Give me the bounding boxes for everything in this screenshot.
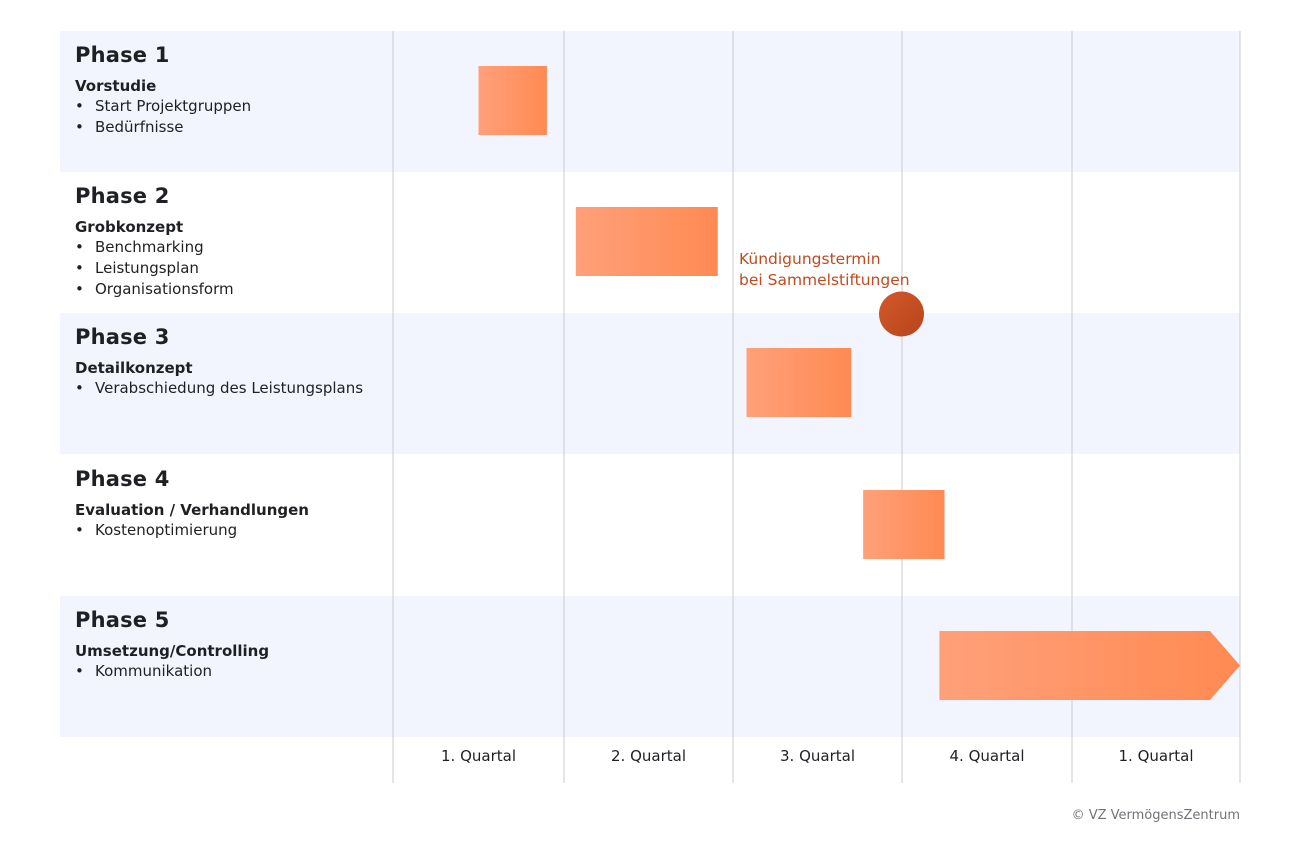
milestone-label-line1: Kündigungstermin xyxy=(739,250,881,268)
phase-subtitle: Evaluation / Verhandlungen xyxy=(75,501,309,519)
bar-phase-1 xyxy=(478,66,547,135)
bar-phase-4 xyxy=(863,490,945,559)
phase-bullet-list: Start ProjektgruppenBedürfnisse xyxy=(75,96,385,138)
phase-bullet-item: Start Projektgruppen xyxy=(75,96,385,117)
phase-bullet-list: BenchmarkingLeistungsplanOrganisationsfo… xyxy=(75,237,385,300)
phase-bullet-item: Organisationsform xyxy=(75,279,385,300)
phase-subtitle: Detailkonzept xyxy=(75,359,193,377)
phase-title: Phase 3 xyxy=(75,325,170,349)
phase-title: Phase 2 xyxy=(75,184,170,208)
phase-bullet-item: Benchmarking xyxy=(75,237,385,258)
quarter-label-4: 4. Quartal xyxy=(949,747,1025,765)
quarter-label-3: 3. Quartal xyxy=(780,747,855,765)
copyright: © VZ VermögensZentrum xyxy=(1071,808,1240,823)
phase-bullet-item: Kostenoptimierung xyxy=(75,520,385,541)
phase-bullet-item: Kommunikation xyxy=(75,661,385,682)
phase-bullet-item: Bedürfnisse xyxy=(75,117,385,138)
phase-bullet-list: Kostenoptimierung xyxy=(75,520,385,541)
milestone-label-line2: bei Sammelstiftungen xyxy=(739,271,910,289)
milestone-label: Kündigungstermin bei Sammelstiftungen xyxy=(739,249,910,291)
phase-5-text: Phase 5 Umsetzung/ControllingKommunikatio… xyxy=(75,607,385,682)
phase-subtitle: Grobkonzept xyxy=(75,218,184,236)
bar-phase-3 xyxy=(746,348,852,417)
phase-3-text: Phase 3 DetailkonzeptVerabschiedung des L… xyxy=(75,324,385,399)
phase-title: Phase 4 xyxy=(75,467,170,491)
quarter-label-1: 1. Quartal xyxy=(441,747,516,765)
phase-bullet-list: Kommunikation xyxy=(75,661,385,682)
phase-bullet-item: Leistungsplan xyxy=(75,258,385,279)
phase-title: Phase 5 xyxy=(75,608,170,632)
phase-2-text: Phase 2 GrobkonzeptBenchmarkingLeistungsp… xyxy=(75,183,385,300)
quarter-label-5: 1. Quartal xyxy=(1118,747,1194,765)
milestone-marker xyxy=(879,291,924,337)
phase-title: Phase 1 xyxy=(75,43,170,67)
quarter-label-2: 2. Quartal xyxy=(611,747,686,765)
phase-1-text: Phase 1 VorstudieStart ProjektgruppenBedü… xyxy=(75,42,385,138)
phase-4-text: Phase 4 Evaluation / VerhandlungenKosteno… xyxy=(75,466,385,541)
bar-phase-2 xyxy=(575,207,718,276)
bar-phase-5 xyxy=(939,631,1240,700)
phase-bullet-item: Verabschiedung des Leistungsplans xyxy=(75,378,385,399)
phase-subtitle: Vorstudie xyxy=(75,77,157,95)
phase-bullet-list: Verabschiedung des Leistungsplans xyxy=(75,378,385,399)
phase-subtitle: Umsetzung/Controlling xyxy=(75,642,270,660)
